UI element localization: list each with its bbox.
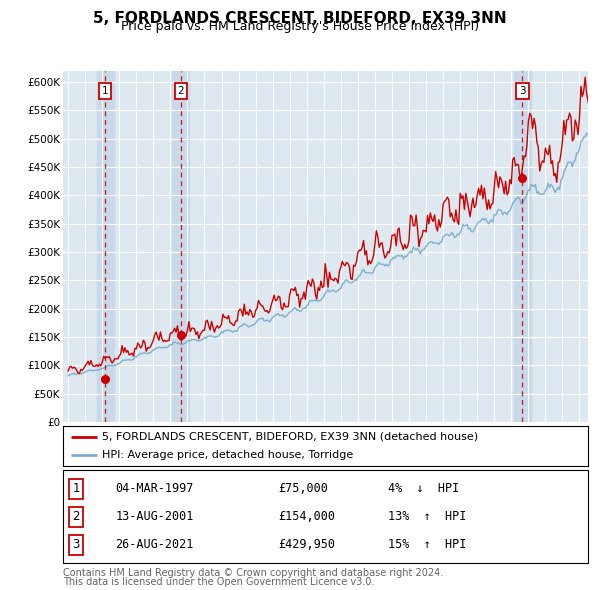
Text: £154,000: £154,000: [278, 510, 335, 523]
Text: Contains HM Land Registry data © Crown copyright and database right 2024.: Contains HM Land Registry data © Crown c…: [63, 568, 443, 578]
Text: 3: 3: [519, 86, 526, 96]
Text: Price paid vs. HM Land Registry's House Price Index (HPI): Price paid vs. HM Land Registry's House …: [121, 20, 479, 33]
Text: 5, FORDLANDS CRESCENT, BIDEFORD, EX39 3NN (detached house): 5, FORDLANDS CRESCENT, BIDEFORD, EX39 3N…: [103, 432, 479, 442]
Text: 26-AUG-2021: 26-AUG-2021: [115, 538, 194, 551]
Bar: [514, 71, 531, 422]
Text: HPI: Average price, detached house, Torridge: HPI: Average price, detached house, Torr…: [103, 450, 353, 460]
Text: 04-MAR-1997: 04-MAR-1997: [115, 483, 194, 496]
Bar: [172, 71, 190, 422]
Text: 3: 3: [73, 538, 80, 551]
Text: 2: 2: [73, 510, 80, 523]
Text: This data is licensed under the Open Government Licence v3.0.: This data is licensed under the Open Gov…: [63, 577, 374, 587]
Text: 5, FORDLANDS CRESCENT, BIDEFORD, EX39 3NN: 5, FORDLANDS CRESCENT, BIDEFORD, EX39 3N…: [93, 11, 507, 25]
Text: 2: 2: [178, 86, 184, 96]
Text: £429,950: £429,950: [278, 538, 335, 551]
Text: 15%  ↑  HPI: 15% ↑ HPI: [389, 538, 467, 551]
Text: £75,000: £75,000: [278, 483, 328, 496]
Bar: [97, 71, 113, 422]
Text: 1: 1: [102, 86, 109, 96]
Text: 1: 1: [73, 483, 80, 496]
Text: 13%  ↑  HPI: 13% ↑ HPI: [389, 510, 467, 523]
Text: 13-AUG-2001: 13-AUG-2001: [115, 510, 194, 523]
Text: 4%  ↓  HPI: 4% ↓ HPI: [389, 483, 460, 496]
